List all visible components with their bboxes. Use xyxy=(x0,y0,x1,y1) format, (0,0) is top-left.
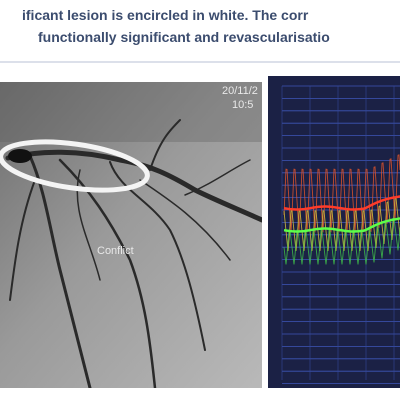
lesion-marker xyxy=(0,139,150,193)
caption-line: ificant lesion is encircled in white. Th… xyxy=(22,7,309,23)
mean-line xyxy=(283,195,400,211)
caption-line: functionally significant and revasculari… xyxy=(38,29,330,45)
lesion xyxy=(8,149,32,163)
timestamp-date: 20/11/2 xyxy=(222,85,258,97)
timestamp-time: 10:5 xyxy=(232,99,253,111)
aortic-wave xyxy=(283,154,400,233)
tracing-waves xyxy=(283,154,400,265)
vessels xyxy=(5,119,262,388)
shadow xyxy=(0,82,262,142)
overlay-label: Conflict xyxy=(97,245,134,257)
angiogram-background xyxy=(0,82,262,388)
angiogram: 20/11/2 10:5 Conflict xyxy=(0,82,262,388)
mean-line xyxy=(283,217,400,233)
distal-wave xyxy=(283,217,400,265)
pressure-tracing xyxy=(268,76,400,388)
